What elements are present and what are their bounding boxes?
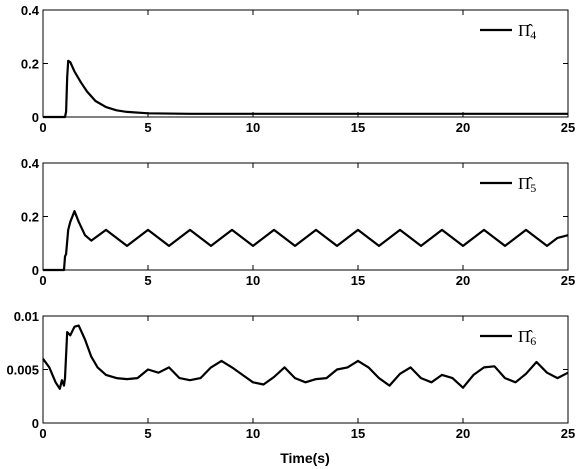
series-line-pi4 [43,59,568,119]
x-tick-label: 5 [144,120,151,135]
plot-frame-pi4 [42,9,569,118]
x-tick-label: 5 [144,273,151,288]
plot-frame-pi5 [42,162,569,271]
legend-label: Π̂4 [518,21,536,42]
panel-pi4: 0 5 10 15 20 25 0 0.2 0.4 Π̂4 [21,3,575,135]
panel-pi5: 0 5 10 15 20 25 0 0.2 0.4 Π̂5 [21,156,575,288]
panel-pi6: 0 5 10 15 20 25 0 0.005 0.01 Π̂6 [6,309,575,441]
y-tick-label: 0 [32,263,39,278]
plot-frame-pi6 [42,315,569,424]
x-tick-label: 20 [456,273,470,288]
legend-label: Π̂5 [518,174,536,195]
y-tick-label: 0.2 [21,57,39,72]
x-axis-label: Time(s) [280,450,330,466]
y-tick-label: 0.2 [21,210,39,225]
x-tick-label: 15 [351,120,365,135]
series-line-pi5 [43,210,569,272]
x-tick-label: 20 [456,426,470,441]
x-tick-label: 0 [39,120,46,135]
x-tick-label: 10 [246,273,260,288]
x-tick-label: 0 [39,426,46,441]
x-tick-label: 25 [561,426,575,441]
x-tick-label: 25 [561,120,575,135]
x-tick-label: 10 [246,120,260,135]
y-tick-label: 0.4 [21,156,40,171]
series-line-pi6 [42,324,569,390]
y-tick-label: 0 [32,416,39,431]
x-tick-label: 15 [351,426,365,441]
x-tick-label: 25 [561,273,575,288]
x-tick-label: 20 [456,120,470,135]
x-tick-label: 10 [246,426,260,441]
x-tick-label: 5 [144,426,151,441]
legend-label: Π̂6 [518,327,536,348]
y-tick-label: 0.4 [21,3,40,18]
y-tick-label: 0 [32,110,39,125]
y-tick-label: 0.01 [14,309,39,324]
y-tick-label: 0.005 [6,363,39,378]
x-tick-label: 0 [39,273,46,288]
x-tick-label: 15 [351,273,365,288]
